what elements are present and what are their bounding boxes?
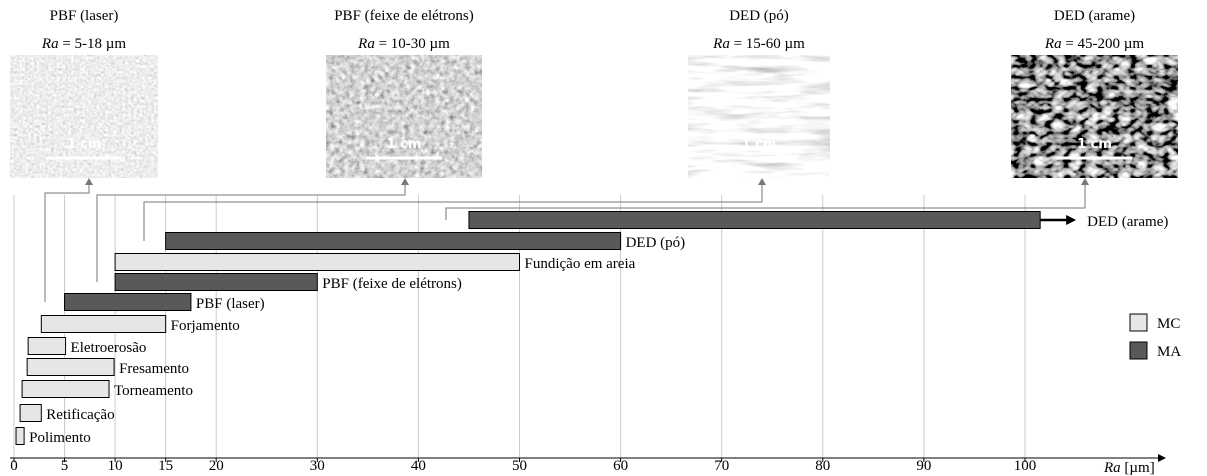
image-title: PBF (laser) [50,8,119,24]
image-ra: Ra = 5-18 µm [41,36,127,52]
x-tick-label: 90 [916,458,931,474]
ra-range: = 10-30 µm [379,36,451,52]
connector-arrows [85,178,1089,185]
bar-label: PBF (feixe de elétrons) [322,276,462,292]
bar [115,254,519,271]
chart: 1 cm PBF (laser) Ra = 5-18 µm 1 cm PBF (feix… [0,0,1207,476]
bar-label: Polimento [29,430,91,446]
image-ra: Ra = 45-200 µm [1044,36,1145,52]
scale-label: 1 cm [742,137,777,152]
bar-label: Torneamento [114,383,193,399]
legend-swatch [1130,314,1147,331]
arrowhead [1081,178,1089,185]
bar-label: Fresamento [119,361,189,377]
connector [45,183,89,302]
bar [469,212,1040,229]
x-label-var: Ra [1103,460,1121,476]
ra-range: = 45-200 µm [1065,36,1144,52]
arrowhead [401,178,409,185]
bar-label: Eletroerosão [71,340,147,356]
x-tick-label: 10 [108,458,123,474]
micrograph [10,55,158,178]
axis-arrow [1158,454,1166,462]
bar [20,405,41,422]
continuation-head [1066,215,1076,225]
image-ra: Ra = 10-30 µm [357,36,450,52]
x-tick-label: 50 [512,458,527,474]
x-tick-label: 5 [61,458,69,474]
arrowhead [85,178,93,185]
x-tick-label: 60 [613,458,628,474]
bar [166,233,621,250]
micrograph [326,55,482,178]
x-tick-label: 70 [714,458,729,474]
image-ra: Ra = 15-60 µm [712,36,805,52]
bar [115,274,317,291]
x-tick-label: 0 [10,458,18,474]
x-tick-label: 30 [310,458,325,474]
scale-label: 1 cm [1077,137,1112,152]
bar [16,428,24,445]
bar-label: Forjamento [171,318,240,334]
bar [22,381,109,398]
micrograph [1011,55,1178,178]
ra-var: Ra [1044,36,1062,52]
bar [28,338,65,355]
x-tick-label: 100 [1014,458,1037,474]
image-title: PBF (feixe de elétrons) [334,8,474,24]
bar [65,294,191,311]
bar-label: Fundição em areia [525,256,636,272]
scale-label: 1 cm [387,137,422,152]
bar-label: DED (pó) [626,235,686,251]
micrographs: 1 cm PBF (laser) Ra = 5-18 µm 1 cm PBF (feix… [10,8,1178,178]
bar-label: DED (arame) [1087,214,1168,230]
bar [27,359,114,376]
ra-range: = 5-18 µm [62,36,126,52]
bar-label: Retificação [46,407,114,423]
ra-range: = 15-60 µm [734,36,806,52]
ra-var: Ra [357,36,375,52]
micrograph [688,55,830,178]
legend-label: MA [1157,344,1181,360]
ra-var: Ra [41,36,59,52]
image-title: DED (pó) [729,8,789,24]
arrowhead [758,178,766,185]
scale-label: 1 cm [67,137,102,152]
bar-label: PBF (laser) [196,296,265,312]
ra-var: Ra [712,36,730,52]
x-axis-label: Ra [µm] [1103,460,1155,476]
x-tick-label: 15 [158,458,173,474]
x-tick-label: 20 [209,458,224,474]
x-tick-label: 80 [815,458,830,474]
legend-label: MC [1157,316,1180,332]
bar [41,316,165,333]
x-label-unit: [µm] [1124,460,1154,476]
image-title: DED (arame) [1054,8,1135,24]
x-tick-label: 40 [411,458,426,474]
legend-swatch [1130,342,1147,359]
